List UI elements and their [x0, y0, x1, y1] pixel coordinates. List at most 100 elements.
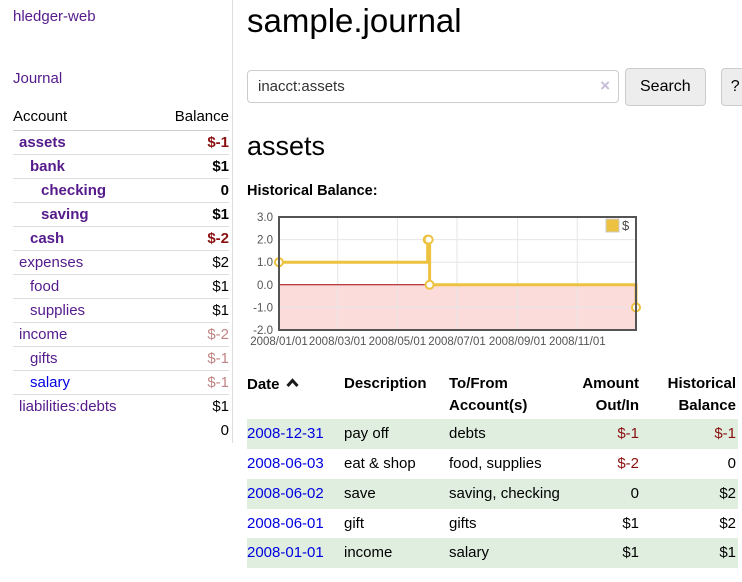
transaction-accounts: food, supplies [449, 455, 542, 473]
account-link[interactable]: bank [30, 158, 66, 175]
account-row: cash $-2 [13, 226, 229, 251]
transaction-accounts: salary [449, 538, 579, 569]
transaction-row: 2008-06-03 eat & shop food, supplies $-2… [247, 449, 738, 479]
page: hledger-web Journal Account Balance asse… [0, 0, 742, 569]
account-balance: $1 [154, 154, 229, 179]
account-link[interactable]: liabilities:debts [19, 398, 117, 415]
transaction-amount: $1 [579, 538, 641, 569]
account-link[interactable]: supplies [30, 302, 86, 319]
page-title: sample.journal [247, 2, 462, 39]
chart-heading: Historical Balance: [247, 182, 378, 199]
th-balance: Historical Balance [667, 374, 736, 414]
transaction-balance: $-1 [641, 419, 738, 450]
transactions-table: Date Description To/From Account(s) Amou… [247, 370, 738, 569]
transaction-date-link[interactable]: 2008-12-31 [247, 425, 324, 443]
svg-text:1.0: 1.0 [257, 257, 273, 269]
th-amount: Amount Out/In [582, 374, 639, 414]
sidebar-item-journal[interactable]: Journal [13, 70, 63, 87]
account-row: food $1 [13, 274, 229, 299]
svg-text:2008/05/01: 2008/05/01 [369, 336, 427, 348]
transaction-row: 2008-06-01 gift gifts $1 $2 [247, 509, 738, 539]
account-row: checking 0 [13, 178, 229, 203]
transaction-balance: $2 [641, 478, 738, 509]
transaction-description: income [344, 538, 449, 569]
account-balance: $-1 [154, 346, 229, 371]
th-description: Description [344, 374, 427, 392]
account-row: salary $-1 [13, 370, 229, 395]
account-link[interactable]: gifts [30, 350, 58, 367]
transaction-date-link[interactable]: 2008-06-02 [247, 484, 324, 502]
sort-ascending-icon [285, 373, 300, 395]
svg-text:2008/07/01: 2008/07/01 [428, 336, 486, 348]
account-balance: $-2 [154, 226, 229, 251]
svg-text:3.0: 3.0 [257, 212, 273, 224]
account-row: gifts $-1 [13, 346, 229, 371]
clear-search-icon[interactable]: × [600, 76, 610, 96]
transaction-description: eat & shop [344, 455, 416, 473]
search-box: × [247, 70, 619, 104]
transaction-date-link[interactable]: 2008-06-01 [247, 514, 324, 532]
transaction-balance: $1 [641, 538, 738, 569]
transaction-date-link[interactable]: 2008-01-01 [247, 544, 324, 562]
account-balance: $2 [154, 250, 229, 275]
account-balance: $-1 [207, 134, 229, 151]
app-title-link[interactable]: hledger-web [13, 8, 96, 25]
search-input[interactable] [247, 70, 619, 104]
svg-text:2008/09/01: 2008/09/01 [489, 336, 547, 348]
account-heading: assets [247, 130, 326, 161]
account-link[interactable]: food [30, 278, 60, 295]
transaction-balance: $2 [719, 514, 736, 532]
svg-text:2008/03/01: 2008/03/01 [309, 336, 367, 348]
accounts-header-account: Account [13, 105, 155, 131]
transaction-accounts: gifts [449, 514, 477, 532]
transaction-amount: $-1 [579, 419, 641, 450]
main-content: sample.journal × Search ? assets Histori… [233, 0, 742, 569]
transaction-amount: $-2 [617, 455, 639, 473]
account-link[interactable]: assets [19, 134, 66, 151]
search-form: × Search ? [247, 67, 742, 106]
transaction-accounts: debts [449, 419, 579, 450]
transaction-row: 2008-12-31 pay off debts $-1 $-1 [247, 419, 738, 450]
account-row: saving $1 [13, 202, 229, 227]
svg-text:-1.0: -1.0 [253, 302, 273, 314]
transactions-tbody: 2008-12-31 pay off debts $-1 $-1 2008-06… [247, 419, 738, 569]
account-link[interactable]: salary [30, 374, 71, 391]
account-balance: 0 [154, 178, 229, 203]
account-link[interactable]: cash [30, 230, 65, 247]
chart-container: 3.0 2.0 1.0 0.0 -1.0 -2.0 2008/01/01 2008/03/01… [247, 210, 742, 352]
account-row: income $-2 [13, 322, 229, 347]
account-link[interactable]: income [19, 326, 68, 343]
account-link[interactable]: saving [41, 206, 89, 223]
transaction-date-link[interactable]: 2008-06-03 [247, 455, 324, 473]
accounts-tbody: assets $-1 bank $1 checking 0 saving $1 … [13, 131, 229, 418]
account-balance: $1 [154, 202, 229, 227]
account-link[interactable]: checking [41, 182, 107, 199]
transaction-row: 2008-06-02 save saving, checking 0 $2 [247, 478, 738, 509]
transaction-description: gift [344, 514, 365, 532]
account-row: expenses $2 [13, 250, 229, 275]
transaction-description: pay off [344, 419, 449, 450]
svg-text:2.0: 2.0 [257, 235, 273, 247]
account-balance: $1 [154, 298, 229, 323]
svg-text:0.0: 0.0 [257, 280, 273, 292]
accounts-header-balance: Balance [154, 105, 229, 131]
search-button[interactable]: Search [625, 67, 706, 106]
help-button[interactable]: ? [720, 67, 742, 106]
account-row: supplies $1 [13, 298, 229, 323]
account-balance: $-2 [154, 322, 229, 347]
transaction-description: save [344, 478, 449, 509]
transaction-amount: 0 [579, 478, 641, 509]
account-row: bank $1 [13, 154, 229, 179]
svg-text:-2.0: -2.0 [253, 325, 273, 337]
accounts-table: Account Balance assets $-1 bank $1 check… [13, 105, 229, 443]
th-date[interactable]: Date [247, 370, 344, 420]
transactions-header-row: Date Description To/From Account(s) Amou… [247, 370, 738, 420]
transaction-row: 2008-01-01 income salary $1 $1 [247, 538, 738, 569]
sidebar: hledger-web Journal Account Balance asse… [0, 0, 233, 443]
accounts-total-value: 0 [220, 422, 229, 439]
svg-text:$: $ [622, 218, 630, 233]
account-link[interactable]: expenses [19, 254, 84, 271]
svg-text:2008/01/01: 2008/01/01 [250, 336, 308, 348]
account-balance: $1 [154, 394, 229, 418]
